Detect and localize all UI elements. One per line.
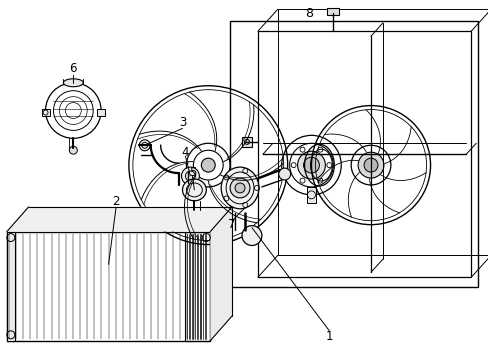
Circle shape bbox=[297, 151, 325, 179]
Text: 3: 3 bbox=[179, 116, 186, 129]
Circle shape bbox=[235, 183, 245, 193]
Circle shape bbox=[242, 226, 262, 246]
Polygon shape bbox=[7, 207, 232, 231]
Bar bbox=[258, 31, 471, 277]
Bar bbox=[7, 231, 210, 341]
Circle shape bbox=[364, 158, 378, 172]
Ellipse shape bbox=[63, 79, 83, 87]
Text: 5: 5 bbox=[189, 166, 196, 179]
Bar bbox=[230, 21, 478, 287]
Text: 4: 4 bbox=[182, 146, 189, 159]
Bar bbox=[185, 231, 210, 341]
Ellipse shape bbox=[182, 179, 206, 201]
Text: 6: 6 bbox=[70, 62, 77, 75]
Circle shape bbox=[201, 158, 215, 172]
Bar bbox=[278, 9, 490, 255]
Circle shape bbox=[358, 152, 384, 178]
Bar bbox=[97, 109, 105, 117]
Circle shape bbox=[230, 178, 250, 198]
Circle shape bbox=[279, 168, 291, 180]
Polygon shape bbox=[210, 207, 232, 341]
Text: 1: 1 bbox=[325, 330, 333, 343]
Circle shape bbox=[181, 167, 199, 185]
Bar bbox=[307, 187, 317, 203]
Bar bbox=[327, 8, 339, 15]
Text: 2: 2 bbox=[112, 195, 120, 208]
Bar bbox=[7, 231, 15, 341]
Circle shape bbox=[70, 146, 77, 154]
Text: 7: 7 bbox=[228, 218, 236, 231]
Bar bbox=[242, 137, 252, 147]
Ellipse shape bbox=[221, 167, 259, 209]
Text: 8: 8 bbox=[305, 7, 314, 20]
Bar bbox=[42, 109, 49, 117]
Circle shape bbox=[303, 157, 319, 173]
